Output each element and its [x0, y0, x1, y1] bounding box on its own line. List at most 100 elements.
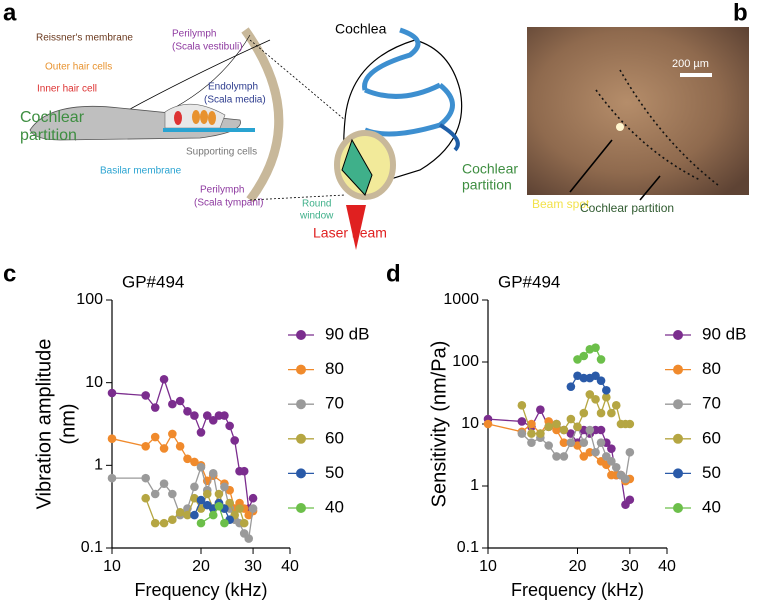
- legend-label: 80: [325, 359, 344, 378]
- x-tick-label: 10: [103, 558, 121, 575]
- legend-marker: [673, 433, 683, 444]
- label: Cochlea: [335, 21, 387, 37]
- label: Endolymph: [208, 82, 258, 93]
- data-point: [544, 422, 553, 432]
- data-point: [573, 355, 582, 364]
- label: 200 µm: [672, 58, 709, 70]
- data-point: [150, 432, 160, 442]
- label: Inner hair cell: [37, 84, 97, 95]
- cochlea-diagram: [29, 27, 463, 250]
- data-point: [190, 493, 199, 503]
- data-point: [607, 408, 616, 418]
- data-point: [591, 343, 600, 353]
- label: Reissner's membrane: [36, 33, 133, 44]
- data-point: [220, 411, 229, 420]
- legend-marker: [296, 330, 306, 340]
- data-point: [596, 438, 606, 447]
- data-point: [244, 534, 254, 543]
- x-tick-label: 40: [281, 558, 299, 575]
- data-point: [183, 454, 192, 464]
- data-point: [559, 438, 569, 447]
- legend-marker: [296, 468, 306, 479]
- label: Cochlear: [462, 161, 518, 177]
- data-point: [544, 441, 553, 450]
- legend-label: 90 dB: [702, 324, 746, 343]
- x-axis-label: Frequency (kHz): [134, 580, 267, 600]
- data-point: [230, 436, 239, 445]
- data-point: [611, 401, 621, 410]
- legend-label: 70: [702, 394, 721, 413]
- data-point: [579, 452, 589, 461]
- data-point: [566, 438, 576, 447]
- legend-label: 60: [325, 428, 344, 447]
- legend-label: 40: [702, 497, 721, 516]
- data-point: [159, 444, 169, 453]
- data-point: [579, 351, 589, 361]
- legend-label: 90 dB: [325, 324, 369, 343]
- data-point: [527, 438, 536, 447]
- data-point: [239, 518, 249, 528]
- x-tick-label: 30: [621, 558, 639, 575]
- x-tick-label: 40: [658, 558, 676, 575]
- data-point: [225, 421, 234, 431]
- data-point: [107, 473, 117, 483]
- label: Cochlear partition: [580, 201, 674, 215]
- legend-marker: [296, 503, 306, 513]
- beam-spot: [616, 123, 624, 131]
- label: Cochlear: [20, 109, 85, 126]
- legend-label: 40: [325, 497, 344, 516]
- data-point: [596, 355, 606, 364]
- x-tick-label: 10: [479, 558, 497, 575]
- data-point: [517, 417, 527, 426]
- data-point: [591, 395, 600, 404]
- y-axis-label: Vibration amplitude: [33, 339, 55, 510]
- data-point: [536, 429, 545, 438]
- x-tick-label: 20: [569, 558, 587, 575]
- partition-outline: [595, 69, 719, 186]
- data-point: [196, 518, 206, 528]
- label: partition: [20, 127, 77, 144]
- legend-marker: [673, 330, 683, 340]
- legend-marker: [673, 468, 683, 479]
- data-point: [190, 510, 199, 520]
- data-point: [552, 419, 561, 429]
- data-point: [107, 388, 117, 398]
- data-point: [225, 498, 234, 508]
- label: Supporting cells: [186, 147, 257, 158]
- y-tick-label: 10: [85, 374, 103, 391]
- data-point: [235, 504, 244, 513]
- data-point: [483, 419, 493, 429]
- label: partition: [462, 177, 512, 193]
- legend-label: 50: [702, 463, 721, 482]
- label: Perilymph: [172, 29, 216, 40]
- legend-marker: [673, 399, 683, 410]
- data-point: [141, 493, 150, 503]
- data-point: [183, 510, 192, 520]
- data-point: [168, 489, 177, 499]
- label: (Scala media): [204, 95, 266, 106]
- data-point: [183, 407, 192, 416]
- data-point: [559, 425, 569, 435]
- data-point: [625, 419, 635, 429]
- data-point: [196, 495, 206, 505]
- data-point: [141, 473, 150, 483]
- series-line: [200, 504, 226, 524]
- chart-title: GP#494: [122, 272, 184, 291]
- data-point: [208, 510, 218, 520]
- data-point: [607, 457, 616, 466]
- data-point: [141, 391, 150, 400]
- data-point: [196, 428, 206, 437]
- data-point: [552, 425, 561, 435]
- label: Outer hair cells: [45, 62, 112, 73]
- panel-label: d: [386, 260, 401, 287]
- label: window: [299, 211, 334, 222]
- arrow: [569, 139, 661, 201]
- data-point: [107, 434, 117, 443]
- data-point: [175, 441, 185, 451]
- legend-label: 70: [325, 394, 344, 413]
- x-tick-label: 30: [244, 558, 262, 575]
- scale-bar: [680, 73, 712, 77]
- data-point: [168, 429, 177, 439]
- data-point: [159, 518, 169, 528]
- data-point: [168, 399, 177, 409]
